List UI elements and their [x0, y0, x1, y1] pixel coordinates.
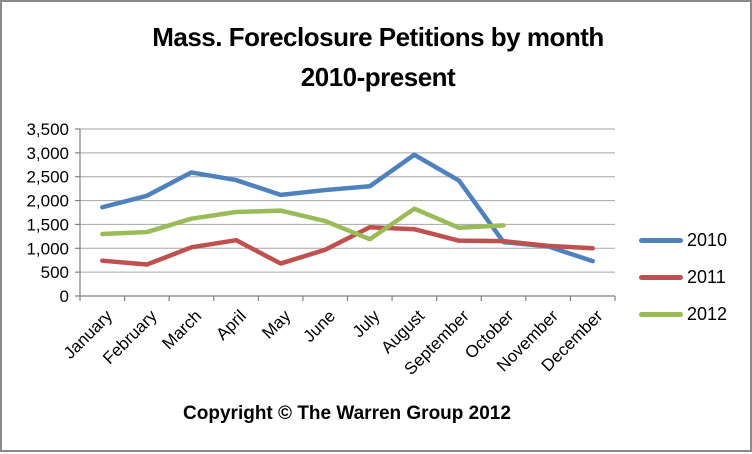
chart-title-line2: 2010-present [300, 62, 456, 92]
y-axis-label: 2,500 [26, 168, 69, 187]
series-line-2010 [100, 152, 595, 264]
series-line-2011 [100, 225, 595, 267]
series-line-2012 [100, 206, 506, 242]
y-axis-label: 0 [60, 287, 69, 306]
chart-title: Mass. Foreclosure Petitions by month 201… [2, 17, 752, 97]
legend: 2010 2011 2012 [639, 229, 727, 325]
legend-line-2012-icon [639, 311, 683, 317]
y-axis-label: 1,500 [26, 215, 69, 234]
chart-title-line1: Mass. Foreclosure Petitions by month [152, 22, 604, 52]
x-axis-label: May [258, 306, 294, 342]
legend-line-2010-icon [639, 237, 683, 243]
copyright-text: Copyright © The Warren Group 2012 [183, 403, 511, 424]
legend-item-2011: 2011 [639, 266, 727, 288]
y-axis-label: 2,000 [26, 192, 69, 211]
x-axis-label: March [158, 306, 205, 353]
legend-item-2012: 2012 [639, 303, 727, 325]
y-axis-label: 1,000 [26, 239, 69, 258]
legend-item-2010: 2010 [639, 229, 727, 251]
x-axis-label: June [300, 306, 340, 346]
legend-label-2010: 2010 [687, 229, 728, 250]
y-axis-label: 500 [41, 263, 69, 282]
legend-line-2011-icon [639, 274, 683, 280]
legend-label-2011: 2011 [687, 266, 726, 287]
y-axis-label: 3,500 [26, 120, 69, 139]
x-axis-label: July [349, 306, 384, 341]
legend-label-2012: 2012 [687, 303, 728, 324]
x-axis-label: April [212, 306, 249, 343]
y-axis-label: 3,000 [26, 144, 69, 163]
